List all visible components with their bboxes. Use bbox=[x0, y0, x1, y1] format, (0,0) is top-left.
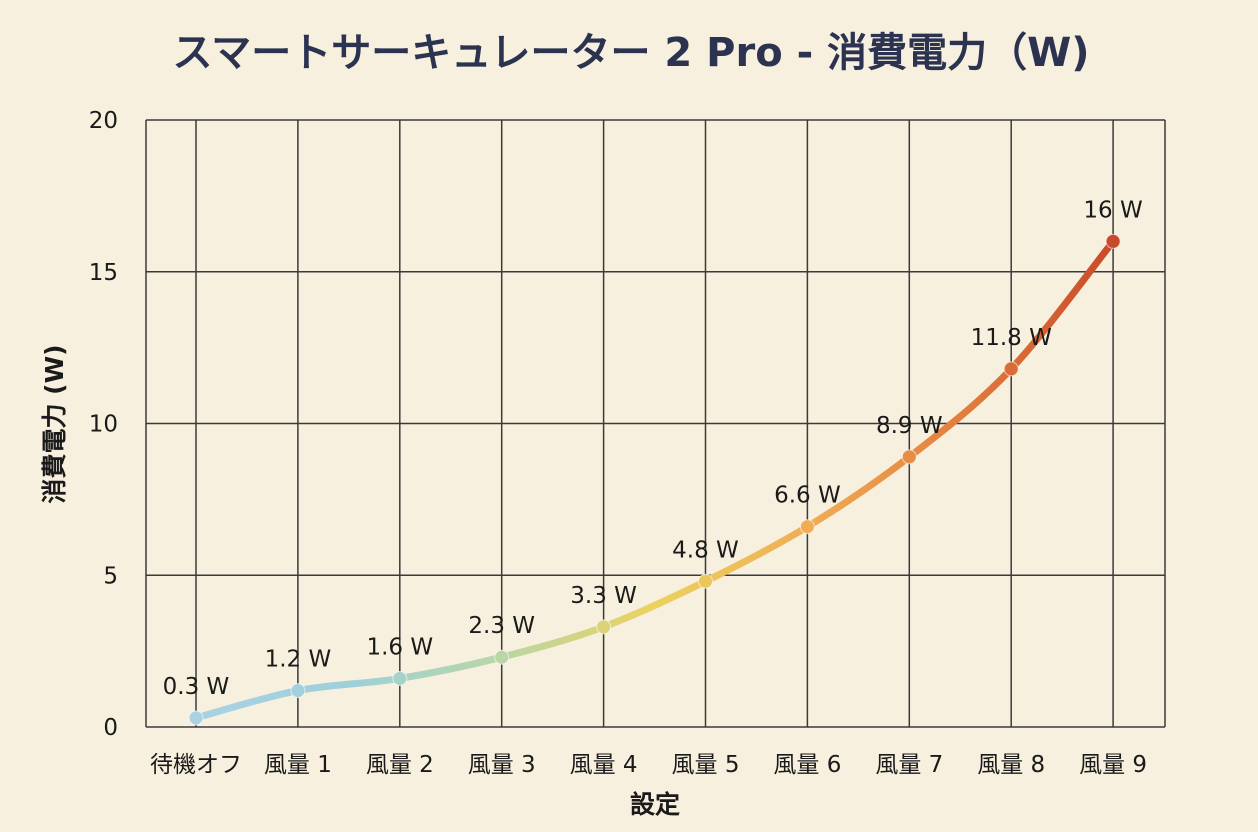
chart-title: スマートサーキュレーター 2 Pro - 消費電力（W) bbox=[172, 30, 1089, 76]
data-labels: 0.3 W 1.2 W 1.6 W 2.3 W 3.3 W 4.8 W 6.6 W 8.9 W… bbox=[163, 197, 1143, 699]
data-point bbox=[392, 670, 408, 686]
data-point bbox=[494, 649, 510, 665]
grid-lines bbox=[145, 119, 1166, 728]
x-tick-label: 風量 7 bbox=[875, 752, 943, 778]
x-tick-label: 風量 4 bbox=[570, 752, 638, 778]
y-tick-label: 15 bbox=[89, 260, 118, 286]
x-tick-label: 風量 8 bbox=[977, 752, 1045, 778]
data-point bbox=[1105, 233, 1121, 249]
x-axis-title: 設定 bbox=[630, 790, 680, 819]
series-line-group bbox=[192, 237, 1117, 722]
y-axis-ticks: 0 5 10 15 20 bbox=[89, 108, 118, 741]
y-tick-label: 0 bbox=[103, 715, 118, 741]
data-point bbox=[596, 619, 612, 635]
series-line bbox=[192, 237, 1117, 722]
x-tick-label: 風量 5 bbox=[672, 752, 740, 778]
x-axis-ticks: 待機オフ 風量 1 風量 2 風量 3 風量 4 風量 5 風量 6 風量 7 風量 8 風量 9 bbox=[150, 752, 1147, 778]
data-label: 2.3 W bbox=[468, 613, 535, 639]
data-label: 16 W bbox=[1083, 197, 1142, 223]
data-label: 1.6 W bbox=[366, 634, 433, 660]
data-point bbox=[799, 519, 815, 535]
data-point bbox=[901, 449, 917, 465]
data-point bbox=[1003, 361, 1019, 377]
data-label: 6.6 W bbox=[774, 483, 841, 509]
data-label: 1.2 W bbox=[265, 647, 332, 673]
data-point bbox=[188, 710, 204, 726]
x-tick-label: 風量 6 bbox=[773, 752, 841, 778]
data-point bbox=[290, 683, 306, 699]
y-tick-label: 20 bbox=[89, 108, 118, 134]
data-label: 11.8 W bbox=[971, 325, 1052, 351]
x-tick-label: 風量 1 bbox=[264, 752, 332, 778]
x-tick-label: 風量 9 bbox=[1079, 752, 1147, 778]
data-label: 8.9 W bbox=[876, 413, 943, 439]
data-point bbox=[698, 573, 713, 589]
x-tick-label: 風量 3 bbox=[468, 752, 536, 778]
x-tick-label: 待機オフ bbox=[150, 752, 242, 778]
x-tick-label: 風量 2 bbox=[366, 752, 434, 778]
data-label: 0.3 W bbox=[163, 674, 230, 700]
data-label: 3.3 W bbox=[570, 583, 637, 609]
y-tick-label: 5 bbox=[103, 563, 118, 589]
y-axis-title: 消費電力 (W) bbox=[40, 344, 69, 503]
y-tick-label: 10 bbox=[89, 412, 118, 438]
data-points bbox=[188, 233, 1121, 726]
data-label: 4.8 W bbox=[672, 537, 739, 563]
